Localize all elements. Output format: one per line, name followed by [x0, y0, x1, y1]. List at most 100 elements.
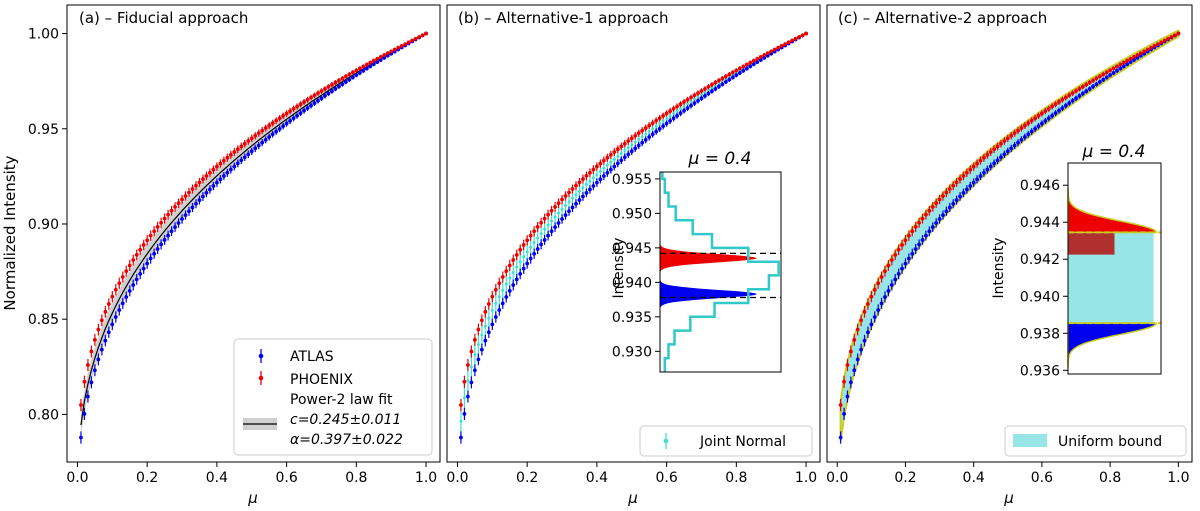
atlas-point: [961, 188, 966, 198]
panel-b-title: (b) – Alternative-1 approach: [458, 9, 668, 27]
atlas-point: [274, 128, 279, 135]
phoenix-point: [971, 162, 976, 171]
inset-y-tick-label: 0.955: [612, 172, 652, 188]
atlas-point: [472, 364, 477, 377]
atlas-point: [954, 195, 959, 205]
phoenix-point: [859, 314, 864, 327]
atlas-point: [535, 243, 540, 255]
atlas-point: [134, 274, 139, 285]
phoenix-point: [1016, 127, 1020, 135]
phoenix-point: [1149, 45, 1153, 50]
phoenix-point: [786, 40, 791, 45]
phoenix-point: [762, 53, 767, 57]
phoenix-point: [741, 64, 746, 69]
phoenix-point: [462, 375, 467, 388]
atlas-point: [930, 222, 935, 232]
phoenix-point: [838, 398, 843, 412]
phoenix-point: [187, 187, 191, 198]
atlas-point: [941, 210, 945, 220]
phoenix-point: [927, 205, 932, 216]
phoenix-point: [169, 205, 174, 216]
inset-y-tick-label: 0.950: [612, 206, 652, 222]
phoenix-point: [869, 290, 874, 303]
phoenix-point: [643, 124, 648, 132]
phoenix-point: [804, 31, 808, 36]
joint-normal-histogram: [661, 172, 780, 372]
atlas-point: [900, 263, 904, 274]
phoenix-point: [1040, 110, 1044, 117]
phoenix-point: [323, 86, 327, 92]
phoenix-point: [117, 277, 122, 289]
panel-a-legend: ATLAS PHOENIX Power-2 law fit c=0.245±0.…: [233, 338, 433, 456]
panel-b-x-axis-label: μ: [627, 489, 638, 507]
atlas-point: [675, 112, 679, 119]
phoenix-point: [1176, 31, 1181, 36]
atlas-point: [479, 343, 484, 356]
atlas-point: [1012, 141, 1017, 150]
atlas-point: [1053, 110, 1058, 117]
phoenix-point: [937, 194, 942, 205]
phoenix-point: [309, 94, 313, 101]
atlas-point: [242, 153, 247, 162]
atlas-point: [601, 171, 606, 181]
phoenix-point: [893, 249, 898, 261]
atlas-point: [999, 153, 1003, 162]
phoenix-point: [553, 202, 557, 212]
phoenix-point: [1019, 124, 1024, 132]
inset-y-tick-label: 0.935: [612, 310, 652, 326]
phoenix-point: [424, 31, 428, 36]
legend-label-atlas: ATLAS: [290, 349, 334, 365]
legend-frame: [1004, 425, 1187, 457]
atlas-point: [211, 181, 216, 191]
phoenix-point: [260, 127, 265, 135]
phoenix-point: [772, 47, 777, 52]
phoenix-point: [879, 271, 884, 283]
atlas-point: [291, 115, 296, 122]
phoenix-point: [337, 78, 341, 83]
legend-label-fit: Power-2 law fit: [290, 392, 393, 408]
atlas-point: [337, 84, 341, 89]
atlas-point: [751, 62, 756, 67]
y-tick-label: 1.00: [28, 27, 59, 43]
phoenix-point: [392, 47, 397, 52]
atlas-point: [706, 90, 711, 97]
phoenix-point: [636, 129, 641, 137]
phoenix-point: [291, 105, 296, 112]
phoenix-point: [1094, 76, 1099, 81]
atlas-point: [910, 248, 915, 259]
atlas-point: [106, 326, 111, 338]
phoenix-point: [472, 333, 477, 346]
legend-marker-joint-normal: [663, 433, 669, 449]
atlas-point: [563, 210, 568, 220]
atlas-point: [1033, 125, 1037, 133]
phoenix-point: [340, 76, 345, 81]
phoenix-point: [281, 112, 286, 120]
legend-marker-phoenix: [258, 371, 264, 385]
phoenix-point: [371, 58, 376, 63]
phoenix-point: [1029, 117, 1034, 124]
phoenix-point: [975, 159, 979, 168]
atlas-point: [647, 133, 652, 141]
atlas-point: [1074, 95, 1078, 102]
atlas-point: [661, 122, 666, 130]
phoenix-point: [664, 110, 669, 117]
phoenix-point: [152, 226, 157, 237]
atlas-point: [696, 97, 700, 104]
atlas-point: [913, 243, 918, 255]
phoenix-point: [903, 235, 908, 246]
inset-y-tick-label: 0.930: [612, 344, 652, 360]
panel-a-x-axis-label: μ: [247, 489, 258, 507]
phoenix-point: [1145, 47, 1150, 52]
phoenix-point: [410, 38, 415, 43]
phoenix-point: [466, 358, 470, 372]
phoenix-point: [263, 124, 268, 132]
panel-c-inset: 0.936 0.938 0.940 0.942 0.944 0.946 μ = 0.4 I…: [991, 142, 1162, 379]
phoenix-point: [1033, 114, 1037, 122]
atlas-point: [298, 110, 303, 117]
atlas-point: [636, 141, 641, 150]
phoenix-point: [574, 181, 578, 191]
phoenix-point: [347, 72, 352, 77]
phoenix-point: [906, 230, 911, 241]
phoenix-point: [954, 177, 959, 187]
atlas-point: [312, 100, 317, 106]
